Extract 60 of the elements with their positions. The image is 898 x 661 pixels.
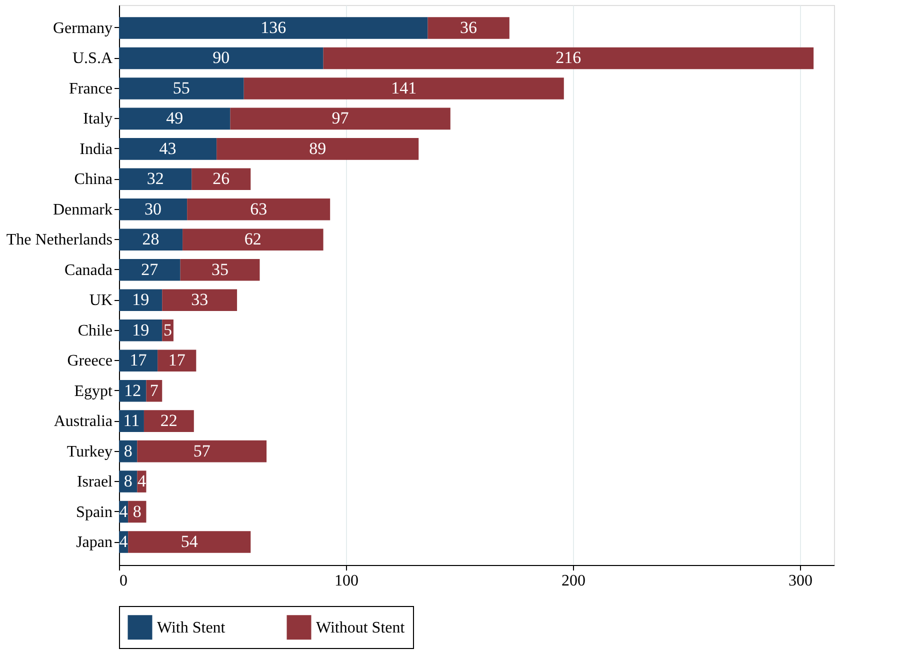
y-tick-label: Italy (83, 110, 112, 128)
y-tick-label: Turkey (66, 443, 112, 460)
y-tick-label: Spain (76, 504, 112, 521)
y-tick-label: Canada (64, 262, 112, 279)
data-label: 26 (212, 169, 230, 188)
y-tick-label: Australia (54, 413, 112, 430)
data-label: 216 (556, 48, 582, 68)
data-label: 22 (160, 411, 178, 430)
data-label: 17 (130, 350, 148, 370)
data-label: 35 (212, 260, 229, 279)
data-label: 5 (164, 320, 172, 340)
data-label: 89 (309, 138, 326, 158)
y-tick-label: The Netherlands (6, 232, 112, 249)
x-tick-label: 100 (334, 572, 358, 590)
data-label: 141 (391, 78, 417, 98)
data-label: 8 (124, 441, 132, 460)
y-tick-label: Denmark (52, 201, 112, 218)
y-tick-label: U.S.A (72, 50, 113, 68)
data-label: 43 (159, 138, 176, 158)
y-tick-label: UK (89, 292, 113, 310)
data-label: 57 (193, 441, 211, 460)
data-label: 36 (460, 18, 478, 37)
data-label: 63 (250, 199, 268, 218)
data-label: 27 (141, 260, 159, 279)
data-label: 4 (137, 472, 146, 491)
data-label: 97 (332, 108, 350, 128)
data-label: 90 (212, 48, 230, 68)
data-label: 8 (124, 472, 132, 491)
y-tick-label: China (74, 171, 112, 188)
y-tick-label: India (80, 140, 112, 158)
data-label: 49 (166, 108, 184, 128)
data-label: 32 (146, 169, 164, 188)
data-label: 19 (132, 320, 150, 340)
data-label: 19 (132, 290, 150, 310)
data-label: 55 (172, 78, 190, 98)
y-tick-label: Israel (76, 474, 114, 491)
data-label: 8 (132, 502, 142, 521)
data-label: 7 (150, 380, 159, 400)
data-label: 11 (123, 411, 140, 430)
y-tick-label: Japan (76, 534, 112, 552)
legend-label: With Stent (157, 619, 226, 636)
legend-label: Without Stent (316, 619, 406, 636)
y-tick-label: Greece (67, 352, 112, 370)
data-label: 54 (180, 532, 198, 552)
data-label: 17 (168, 350, 186, 370)
data-label: 4 (119, 502, 128, 521)
x-tick-label: 0 (120, 572, 128, 590)
data-label: 33 (191, 290, 208, 310)
x-tick-label: 200 (561, 572, 586, 590)
y-tick-label: Germany (52, 20, 112, 37)
data-label: 4 (119, 532, 128, 552)
data-label: 28 (142, 230, 160, 249)
data-label: 12 (124, 380, 142, 400)
data-label: 62 (244, 230, 262, 249)
x-tick-label: 300 (788, 572, 812, 590)
y-tick-label: Egypt (74, 382, 114, 400)
y-tick-label: Chile (78, 322, 112, 340)
data-label: 30 (144, 199, 162, 218)
y-tick-label: France (68, 80, 112, 98)
data-label: 136 (260, 18, 286, 37)
